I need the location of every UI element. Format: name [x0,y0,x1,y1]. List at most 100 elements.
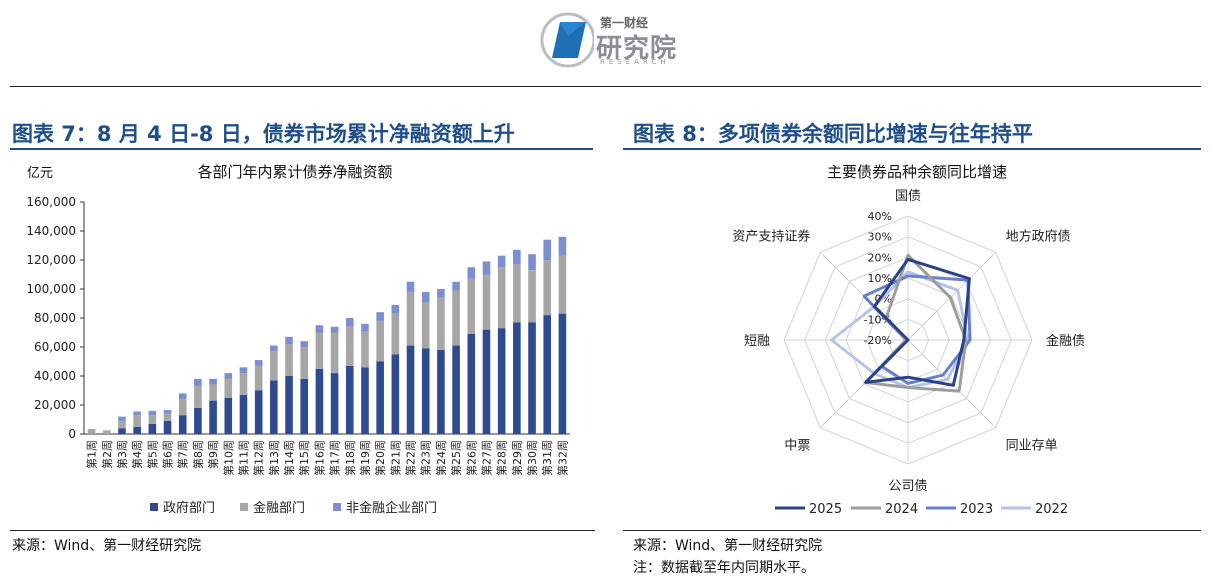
bar-x-tick-label: 第9周 [206,440,220,469]
bar-segment [315,368,324,434]
bar-y-tick-label: 140,000 [26,224,76,238]
bar-segment [118,428,126,434]
logo-sub-text: RESEARCH [600,58,670,66]
right-source-text: 来源：Wind、第一财经研究院 [633,538,823,554]
bar-segment [361,367,369,434]
bar-x-tick-label: 第3周 [115,440,129,469]
bar-segment [437,349,445,434]
bar-segment [178,399,187,416]
bar-segment [300,341,309,347]
bar-segment [224,378,233,398]
bar-x-tick-label: 第14周 [282,440,296,476]
bar-segment [497,267,506,329]
bar-segment [133,411,141,416]
bar-x-tick-label: 第10周 [221,440,235,476]
bar-legend-label: 政府部门 [163,501,215,516]
bar-segment [391,313,400,355]
bar-y-tick-label: 80,000 [34,311,76,325]
bar-segment [118,420,126,429]
bar-segment [406,291,415,346]
bar-segment [254,365,263,391]
bar-segment [558,313,567,434]
bar-x-tick-label: 第15周 [297,440,311,476]
bar-segment [148,415,157,424]
bar-segment [254,390,263,434]
bar-x-tick-label: 第7周 [176,440,190,469]
bar-segment [497,255,506,268]
left-source-text: 来源：Wind、第一财经研究院 [12,538,202,554]
bar-x-tick-label: 第19周 [358,440,372,476]
bar-y-tick-label: 0 [68,427,76,441]
bar-x-tick-label: 第6周 [161,440,175,469]
bar-y-tick-label: 100,000 [26,282,76,296]
logo-top-text: 第一财经 [600,16,649,30]
bar-segment [421,348,430,434]
bar-x-tick-label: 第29周 [510,440,524,476]
bar-x-tick-label: 第16周 [312,440,326,476]
bar-chart-ylabel: 亿元 [27,166,53,181]
bar-legend-label: 金融部门 [253,500,305,516]
bar-legend-swatch [150,503,158,511]
bar-segment [239,373,248,395]
bar-segment [87,428,96,434]
bar-segment [421,302,430,349]
radar-axis-label: 中票 [784,439,810,454]
radar-legend-label: 2023 [960,502,993,517]
radar-chart-title: 主要债券品种余额同比增速 [827,163,1007,181]
bar-segment [239,367,248,374]
bar-segment [528,322,536,434]
bar-segment [178,415,187,434]
bar-y-tick-label: 120,000 [26,253,76,267]
bar-segment [543,315,552,434]
bar-legend-swatch [333,503,341,511]
bar-segment [300,378,309,434]
radar-r-tick-label: 10% [868,272,892,285]
bar-segment [543,239,552,260]
bar-x-tick-label: 第1周 [85,440,99,469]
right-note-text: 注：数据截至年内同期水平。 [633,560,815,576]
bar-segment [148,423,157,434]
bar-x-tick-label: 第20周 [373,440,387,476]
bar-x-tick-label: 第26周 [464,440,478,476]
bar-segment [467,267,476,279]
bar-segment [285,336,293,345]
bar-x-tick-label: 第11周 [236,440,250,476]
bar-segment [345,326,354,366]
bar-segment [376,361,384,434]
bar-segment [315,325,324,333]
bar-segment [209,400,217,434]
bar-segment [345,365,354,434]
bar-x-tick-label: 第2周 [100,440,114,469]
bar-x-tick-label: 第24周 [434,440,448,476]
left-figure-title: 图表 7：8 月 4 日-8 日，债券市场累计净融资额上升 [12,122,515,146]
bar-y-tick-label: 160,000 [26,195,76,209]
bar-x-tick-label: 第8周 [191,440,205,469]
bar-segment [254,360,263,366]
bar-segment [330,373,339,434]
radar-r-tick-label: 20% [868,251,892,264]
bar-segment [513,249,521,265]
radar-legend-label: 2022 [1035,502,1068,517]
bar-segment [133,415,141,427]
bar-segment [194,386,202,408]
bar-segment [209,384,217,401]
bar-x-tick-label: 第22周 [404,440,418,476]
logo-emblem-icon [540,12,596,68]
bar-legend-swatch [240,503,248,511]
radar-r-tick-label: 40% [868,210,892,223]
bar-segment [513,322,521,434]
bar-segment [528,270,536,323]
bar-x-tick-label: 第17周 [328,440,342,476]
bar-y-tick-label: 20,000 [34,398,76,412]
bar-x-tick-label: 第21周 [388,440,402,476]
radar-axis-label: 短融 [744,334,770,349]
bar-x-tick-label: 第13周 [267,440,281,476]
left-source-rule [10,530,595,531]
radar-legend-label: 2024 [885,502,918,517]
radar-chart: 主要债券品种余额同比增速 -20%-10%0%10%20%30%40% 国债地方… [732,163,1085,517]
bar-segment [406,281,415,292]
right-figure-title: 图表 8：多项债券余额同比增速与往年持平 [633,122,1033,146]
bar-y-tick-label: 40,000 [34,369,76,383]
radar-r-tick-label: -20% [864,334,892,347]
bar-segment [178,393,187,400]
